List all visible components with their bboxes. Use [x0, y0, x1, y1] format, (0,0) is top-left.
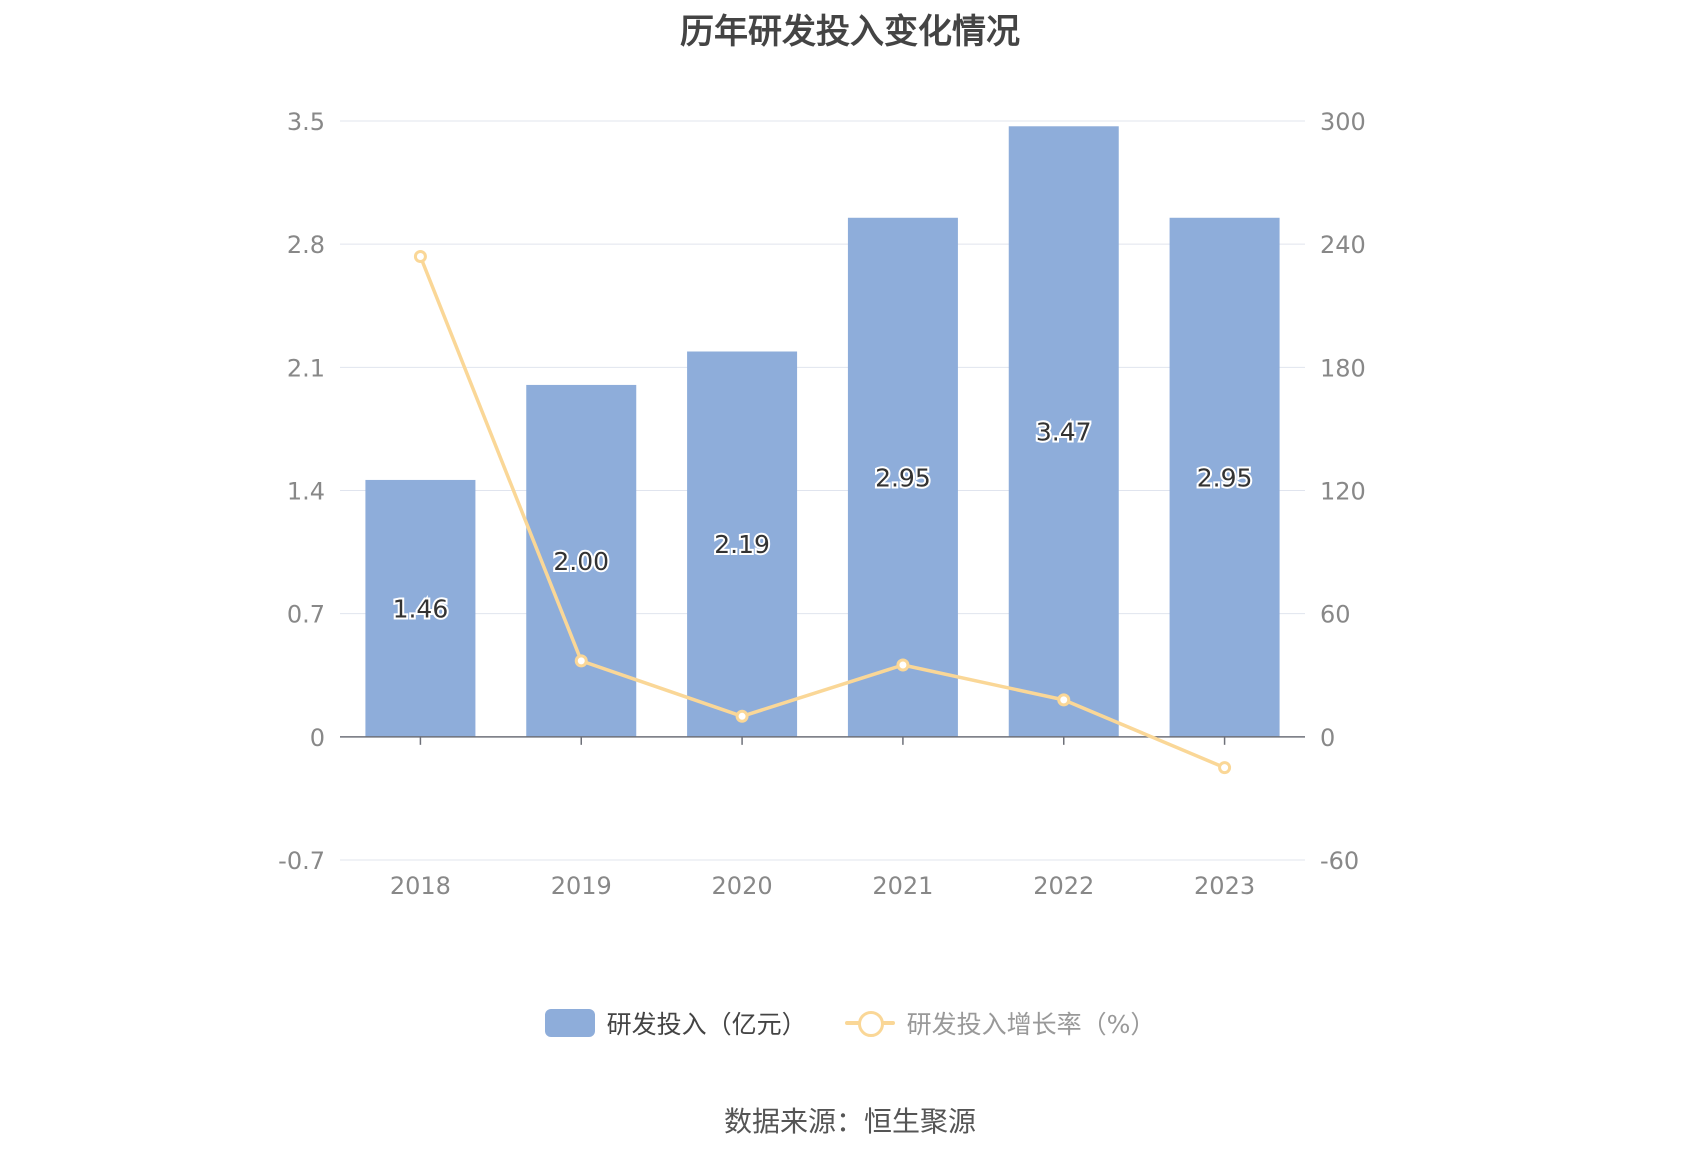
bar-value-label: 2.00 — [553, 547, 609, 576]
legend-label-growth-rate: 研发投入增长率（%） — [906, 1010, 1156, 1039]
bar — [1169, 217, 1280, 737]
y-right-tick-label: 120 — [1320, 478, 1366, 506]
x-tick-label: 2019 — [551, 872, 612, 900]
y-right-tick-label: 180 — [1320, 354, 1366, 382]
growth-rate-point — [413, 249, 427, 263]
bar — [365, 479, 476, 737]
chart-plot: -0.7 -60 0 0 0.7 60 1.4 120 2.1 180 2.8 240 3.5 300 20… — [278, 108, 1366, 900]
legend-item-rd-investment[interactable]: 研发投入（亿元） — [544, 1005, 807, 1041]
y-left-tick-label: 0 — [310, 724, 325, 752]
x-tick-label: 2022 — [1033, 872, 1094, 900]
x-tick-label: 2018 — [390, 872, 451, 900]
growth-rate-point — [735, 709, 749, 723]
growth-rate-point — [1218, 761, 1232, 775]
y-right-tick-label: 0 — [1320, 724, 1335, 752]
line-swatch-icon — [844, 1009, 895, 1037]
legend-item-growth-rate[interactable]: 研发投入增长率（%） — [844, 1005, 1156, 1041]
legend-label-rd-investment: 研发投入（亿元） — [606, 1010, 807, 1039]
bar-value-label: 2.95 — [875, 463, 931, 492]
y-right-tick-label: 300 — [1320, 108, 1366, 136]
bar — [847, 217, 958, 737]
bar-value-label: 3.47 — [1036, 418, 1092, 447]
y-right-tick-label: 240 — [1320, 231, 1366, 259]
y-right-tick-label: -60 — [1320, 847, 1359, 875]
chart-title: 历年研发投入变化情况 — [680, 12, 1020, 52]
data-source: 数据来源：恒生聚源 — [723, 1105, 976, 1138]
bar — [526, 384, 637, 737]
bar — [1008, 126, 1119, 737]
growth-rate-point — [896, 658, 910, 672]
y-left-tick-label: 2.1 — [287, 354, 325, 382]
bar-value-label: 2.95 — [1197, 463, 1253, 492]
y-left-tick-label: 2.8 — [287, 231, 325, 259]
bar-swatch-icon — [544, 1009, 595, 1037]
x-tick-label: 2020 — [712, 872, 773, 900]
growth-rate-point — [574, 654, 588, 668]
y-left-tick-label: 0.7 — [287, 601, 325, 629]
y-left-tick-label: 1.4 — [287, 478, 325, 506]
growth-rate-line — [418, 255, 1226, 770]
bar — [687, 351, 798, 737]
y-right-tick-label: 60 — [1320, 601, 1351, 629]
y-left-tick-label: 3.5 — [287, 108, 325, 136]
x-tick-label: 2021 — [872, 872, 933, 900]
bar-value-label: 1.46 — [393, 594, 449, 623]
y-left-tick-label: -0.7 — [278, 847, 325, 875]
growth-rate-point — [1057, 693, 1071, 707]
chart-legend: 研发投入（亿元） 研发投入增长率（%） — [0, 1005, 1700, 1041]
x-tick-label: 2023 — [1194, 872, 1255, 900]
bar-value-label: 2.19 — [714, 530, 770, 559]
